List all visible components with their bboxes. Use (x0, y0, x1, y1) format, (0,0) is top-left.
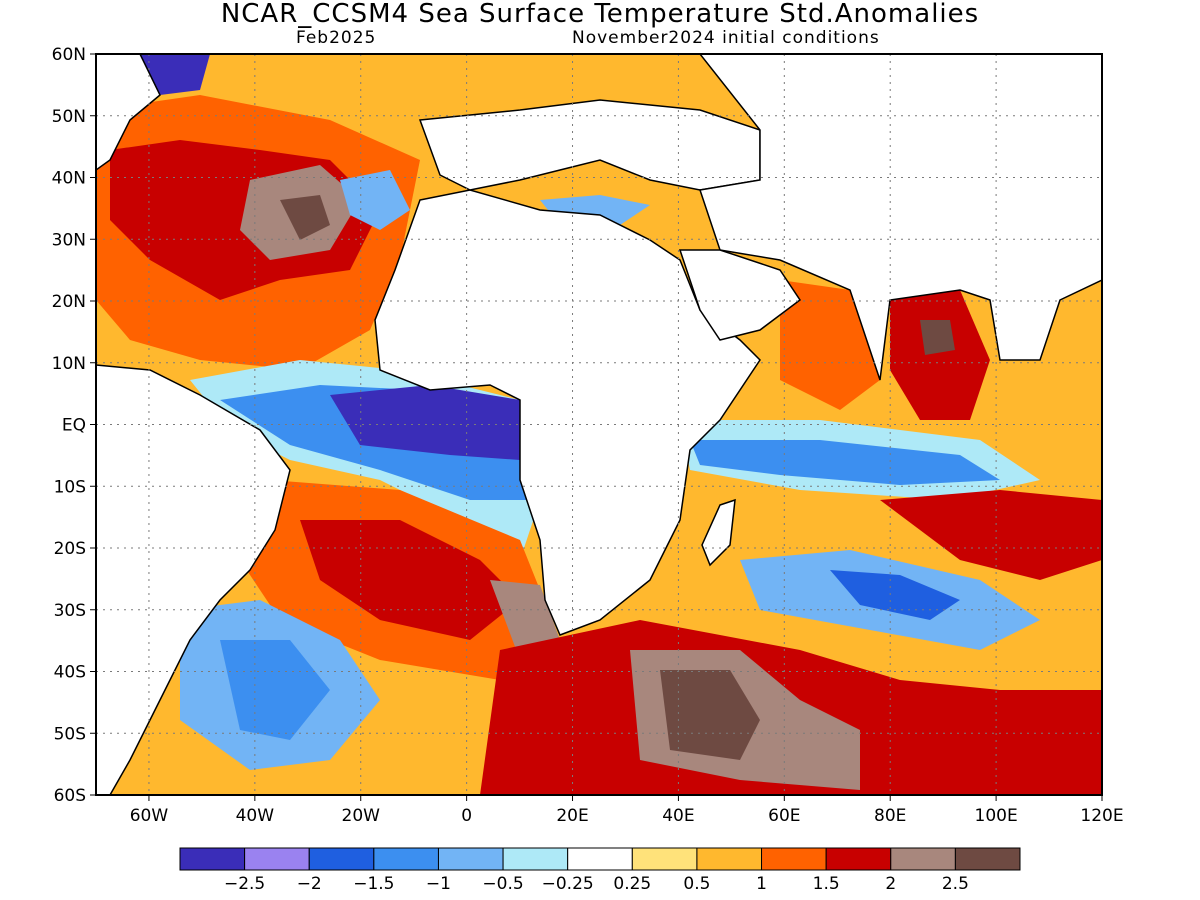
colorbar-label: 0.25 (613, 874, 651, 894)
colorbar-label: −2.5 (224, 874, 265, 894)
bay-of-bengal-warm (890, 290, 990, 420)
lon-label: 20W (342, 806, 381, 826)
colorbar-label: −1.5 (353, 874, 394, 894)
colorbar-swatch (890, 847, 956, 871)
colorbar-label: 2 (885, 874, 896, 894)
colorbar-swatch (502, 847, 569, 871)
gulf-of-guinea-cold (330, 385, 520, 460)
lat-label: 60N (52, 45, 86, 65)
colorbar-swatch (696, 847, 763, 871)
lon-label: 120E (1080, 806, 1123, 826)
lon-label: 40W (236, 806, 275, 826)
colorbar-label: −0.25 (542, 874, 594, 894)
colorbar-swatch (437, 847, 504, 871)
lon-label: 0 (461, 806, 472, 826)
longitude-labels: 60W 40W 20W 0 20E 40E 60E 80E 100E 120E (130, 795, 1124, 826)
lon-label: 40E (662, 806, 694, 826)
land-masses (96, 54, 1102, 795)
south-atlantic-hot (300, 520, 520, 640)
colorbar-label: 2.5 (942, 874, 969, 894)
chart-title: NCAR_CCSM4 Sea Surface Temperature Std.A… (220, 0, 980, 29)
north-atlantic-cool-patch (340, 170, 410, 230)
colorbar-swatch (373, 847, 439, 871)
lon-label: 80E (874, 806, 906, 826)
colorbar-label: −1 (426, 874, 451, 894)
arabian-sea-warm (780, 280, 880, 410)
indian-equatorial-cool-core (690, 440, 1000, 485)
lat-label: 60S (54, 786, 86, 806)
lon-label: 60E (768, 806, 800, 826)
lat-label: 40N (52, 169, 86, 189)
lat-label: 30S (54, 601, 86, 621)
lat-label: 40S (54, 663, 86, 683)
lat-label: 50N (52, 107, 86, 127)
colorbar-label: −0.5 (482, 874, 523, 894)
colorbar-swatch (761, 847, 827, 871)
map-grid (96, 54, 1102, 795)
southern-ocean-extreme-core (660, 670, 760, 760)
colorbar-swatch (308, 847, 375, 871)
colorbar-label: −2 (297, 874, 322, 894)
valid-month: Feb2025 (296, 28, 377, 48)
initial-conditions: November2024 initial conditions (572, 28, 880, 48)
colorbar-swatch (825, 847, 892, 871)
colorbar-label: 1 (756, 874, 767, 894)
bay-of-bengal-extreme (920, 320, 955, 355)
colorbar-swatch (631, 847, 698, 871)
anomaly-shading (96, 54, 1102, 795)
lat-label: 20N (52, 292, 86, 312)
lon-label: 20E (556, 806, 588, 826)
lat-label: 10S (54, 477, 86, 497)
madagascar-land (701, 498, 736, 567)
lat-label: 50S (54, 724, 86, 744)
lon-label: 100E (975, 806, 1018, 826)
colorbar-swatch (954, 847, 1021, 871)
indian-southeast-warm (880, 490, 1102, 580)
lon-label: 60W (130, 806, 169, 826)
colorbar-swatch (244, 847, 310, 871)
colorbar-swatch (567, 847, 633, 871)
colorbar-label: 1.5 (813, 874, 840, 894)
lat-label: EQ (62, 416, 86, 436)
latitude-labels: 60N 50N 40N 30N 20N 10N EQ 10S 20S 30S 40S 50S 60S (52, 45, 96, 806)
colorbar: −2.5 −2 −1.5 −1 −0.5 −0.25 0.25 0.5 1 1.5 2 2.5 (179, 847, 1021, 894)
europe-land (418, 99, 761, 191)
arabia-land (678, 249, 802, 341)
labrador-cool (140, 54, 210, 95)
south-america-land (96, 364, 291, 795)
north-atlantic-extreme-core (280, 195, 330, 240)
colorbar-swatch (179, 847, 246, 871)
lat-label: 30N (52, 230, 86, 250)
southwest-atlantic-cool-core (220, 640, 330, 740)
lat-label: 20S (54, 539, 86, 559)
benguela-extreme (490, 580, 560, 660)
indian-south-cool-core (830, 570, 960, 620)
lat-label: 10N (52, 354, 86, 374)
north-america-land (96, 54, 161, 171)
colorbar-label: 0.5 (683, 874, 710, 894)
